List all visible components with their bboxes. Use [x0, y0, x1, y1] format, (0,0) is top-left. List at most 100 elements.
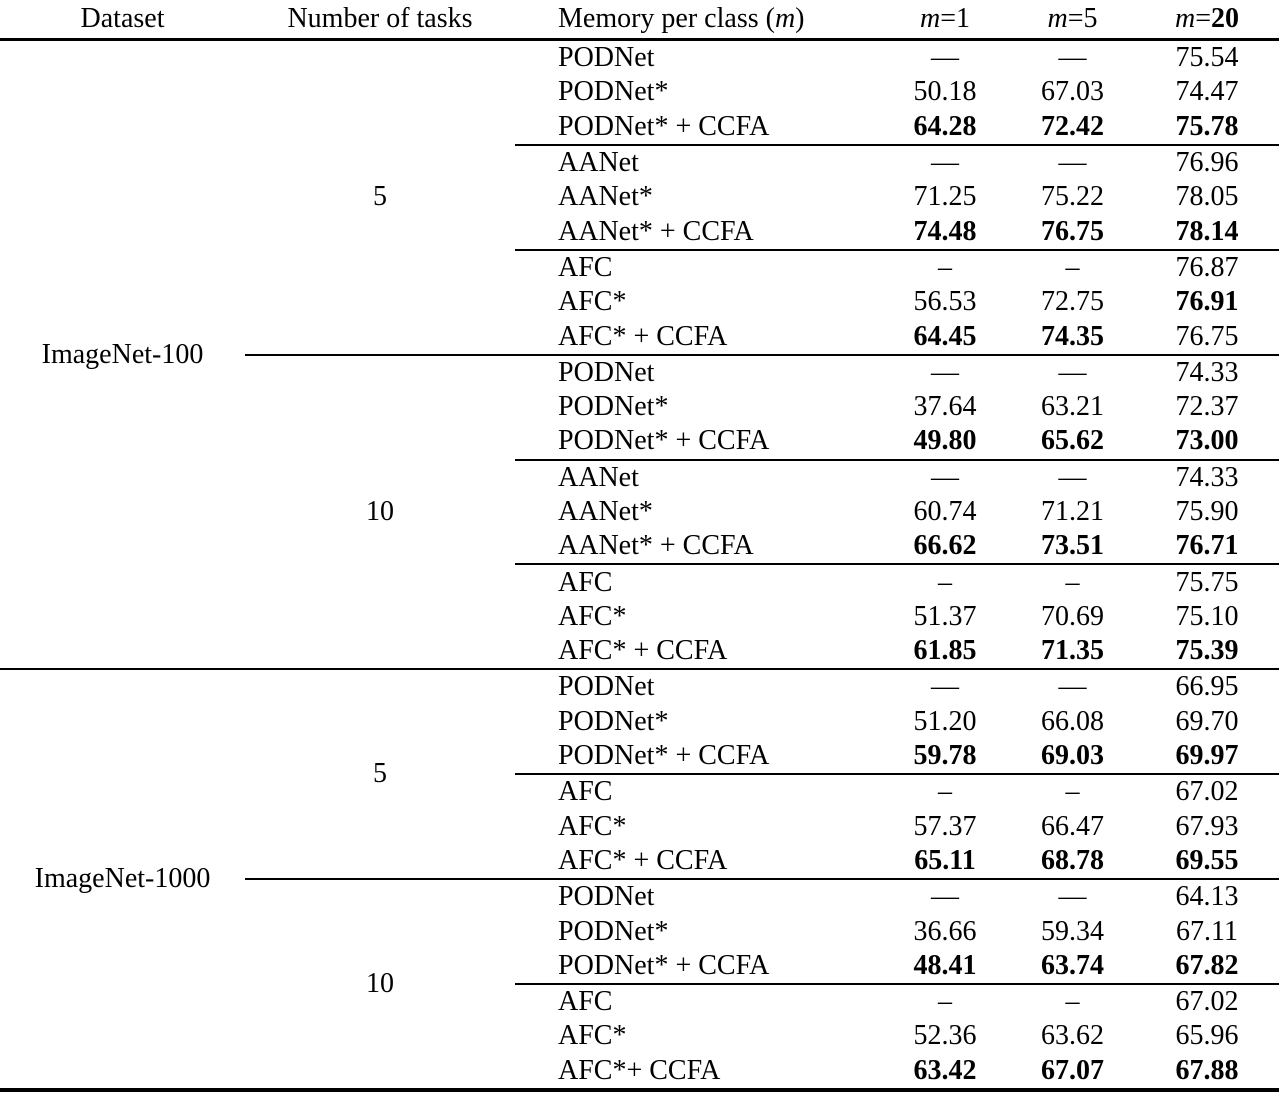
value-m5: 59.34	[1041, 915, 1104, 947]
value-m1: 59.78	[913, 740, 977, 772]
value-m20: 69.70	[1175, 705, 1239, 737]
task-content: PODNet — —75.54 PODNet* 50.18 67.03 74.47 PODNe…	[515, 41, 1279, 354]
dataset-content: 5 PODNet — —66.95 PODNet* 51.20 66.08 69.70 PODN…	[245, 670, 1279, 1088]
tasks-label: 10	[366, 496, 394, 527]
col-header-m20: m=20	[1135, 3, 1279, 35]
value-m1: 71.25	[913, 181, 977, 213]
method-group: AFC – – 67.02 AFC* 52.36 63.62 65.96 AFC*+ CCFA 6…	[515, 983, 1279, 1088]
table-row: AFC* + CCFA 61.85 71.35 75.39	[515, 634, 1279, 668]
value-m1: 60.74	[913, 496, 977, 527]
tasks-cell: 10	[245, 880, 515, 1088]
value-m20: 67.02	[1175, 776, 1239, 808]
table-header-row: Dataset Number of tasks Memory per class…	[0, 0, 1279, 41]
value-m5: —	[1058, 356, 1087, 388]
value-m1: —	[931, 147, 959, 179]
col-header-memory-text: Memory per class	[558, 3, 766, 34]
method-group: AFC – –67.02 AFC* 57.37 66.47 67.93 AFC* + CCFA…	[515, 773, 1279, 878]
method-name: AFC*+ CCFA	[558, 1054, 721, 1086]
table-row: AANet* 71.25 75.22 78.05	[515, 180, 1279, 214]
table-row: AFC* 52.36 63.62 65.96	[515, 1019, 1279, 1053]
table-row: AFC* 51.37 70.69 75.10	[515, 600, 1279, 634]
method-name: AANet*	[558, 181, 653, 213]
method-name: PODNet* + CCFA	[558, 740, 770, 772]
dataset-content: 5 PODNet — —75.54 PODNet* 50.18 67.03 74.47 PODN…	[245, 41, 1279, 668]
table-row: AANet — — 74.33	[515, 461, 1279, 495]
method-name: PODNet	[558, 671, 655, 703]
value-m1: 64.45	[913, 320, 977, 352]
method-name: PODNet	[558, 356, 655, 388]
method-name: AFC*	[558, 810, 627, 842]
method-name: PODNet* + CCFA	[558, 425, 770, 457]
method-name: PODNet*	[558, 705, 669, 737]
value-m1: 57.37	[913, 810, 977, 842]
value-m20: 75.75	[1175, 566, 1239, 598]
col-header-m1-eq: =	[940, 3, 957, 34]
table-row: PODNet — — 64.13	[515, 880, 1279, 914]
table-row: AFC – – 76.87	[515, 251, 1279, 285]
method-name: AFC*	[558, 286, 627, 318]
tasks-cell: 10	[245, 356, 515, 669]
value-m5: 74.35	[1041, 320, 1104, 352]
dataset-block: ImageNet-1000 5 PODNet — — 66.95 PODNet* 51.20 6…	[0, 668, 1279, 1088]
value-m20: 76.91	[1175, 286, 1239, 318]
value-m5: —	[1058, 42, 1087, 74]
value-m1: —	[931, 461, 959, 493]
value-m20: 78.14	[1175, 215, 1239, 247]
method-name: AFC	[558, 776, 613, 808]
value-m20: 75.54	[1175, 42, 1239, 74]
value-m1: 48.41	[913, 949, 977, 981]
value-m1: 61.85	[913, 635, 977, 667]
value-m5: 65.62	[1041, 425, 1104, 457]
dataset-label: ImageNet-1000	[34, 863, 211, 895]
value-m5: 63.74	[1041, 949, 1104, 981]
method-group: AFC – –76.87 AFC* 56.53 72.75 76.91 AFC* + CCFA…	[515, 248, 1279, 354]
table-row: PODNet* + CCFA 49.80 65.62 73.00	[515, 424, 1279, 458]
method-name: AFC	[558, 986, 613, 1018]
table-body: ImageNet-100 5 PODNet — — 75.54 PODNet* 50.18 67…	[0, 41, 1279, 1088]
table-row: AANet* + CCFA 74.48 76.75 78.14	[515, 214, 1279, 248]
method-group: PODNet — —64.13 PODNet* 36.66 59.34 67.11 PODNe…	[515, 880, 1279, 983]
col-header-m5-eq: =	[1067, 3, 1084, 34]
value-m20: 75.39	[1175, 635, 1239, 667]
value-m5: —	[1058, 671, 1087, 703]
value-m20: 75.10	[1175, 600, 1239, 632]
dataset-cell: ImageNet-100	[0, 41, 245, 668]
col-header-m1-var: m	[919, 3, 941, 34]
value-m5: 68.78	[1041, 844, 1104, 876]
table-row: AANet* + CCFA 66.62 73.51 76.71	[515, 529, 1279, 563]
value-m20: 74.33	[1175, 461, 1239, 493]
tasks-label: 10	[366, 968, 394, 1000]
method-group: AANet — —74.33 AANet* 60.74 71.21 75.90 AANet* …	[515, 458, 1279, 564]
value-m1: –	[938, 776, 952, 808]
tasks-cell: 5	[245, 670, 515, 878]
table-row: PODNet* 36.66 59.34 67.11	[515, 914, 1279, 948]
table-row: PODNet* + CCFA 64.28 72.42 75.78	[515, 110, 1279, 144]
task-block: 5 PODNet — —66.95 PODNet* 51.20 66.08 69.70 PODN…	[245, 670, 1279, 878]
value-m5: 71.35	[1041, 635, 1104, 667]
col-header-m5-num: 5	[1083, 3, 1098, 34]
value-m1: —	[931, 671, 959, 703]
value-m5: —	[1058, 147, 1087, 179]
col-header-memory-var: m	[774, 3, 796, 34]
task-block: 10 PODNet — —64.13 PODNet* 36.66 59.34 67.11 POD…	[245, 878, 1279, 1088]
col-header-m20-var: m	[1174, 3, 1196, 34]
table-row: AANet — — 76.96	[515, 146, 1279, 180]
col-header-m20-eq: =	[1195, 3, 1212, 34]
table-row: PODNet — — 74.33	[515, 356, 1279, 390]
method-name: PODNet* + CCFA	[558, 110, 770, 142]
method-group: PODNet — —75.54 PODNet* 50.18 67.03 74.47 PODNe…	[515, 41, 1279, 144]
value-m1: —	[931, 881, 959, 913]
value-m5: 63.21	[1041, 391, 1104, 423]
value-m5: 72.42	[1041, 110, 1104, 142]
value-m5: –	[1065, 566, 1080, 598]
value-m1: 64.28	[913, 110, 977, 142]
dataset-label: ImageNet-100	[41, 338, 204, 370]
value-m1: –	[938, 566, 952, 598]
value-m1: —	[931, 356, 959, 388]
tasks-cell: 5	[245, 41, 515, 354]
value-m5: 75.22	[1041, 181, 1104, 213]
value-m20: 69.55	[1175, 844, 1239, 876]
value-m20: 78.05	[1175, 181, 1239, 213]
method-group: AFC – –75.75 AFC* 51.37 70.69 75.10 AFC* + CCFA…	[515, 563, 1279, 668]
